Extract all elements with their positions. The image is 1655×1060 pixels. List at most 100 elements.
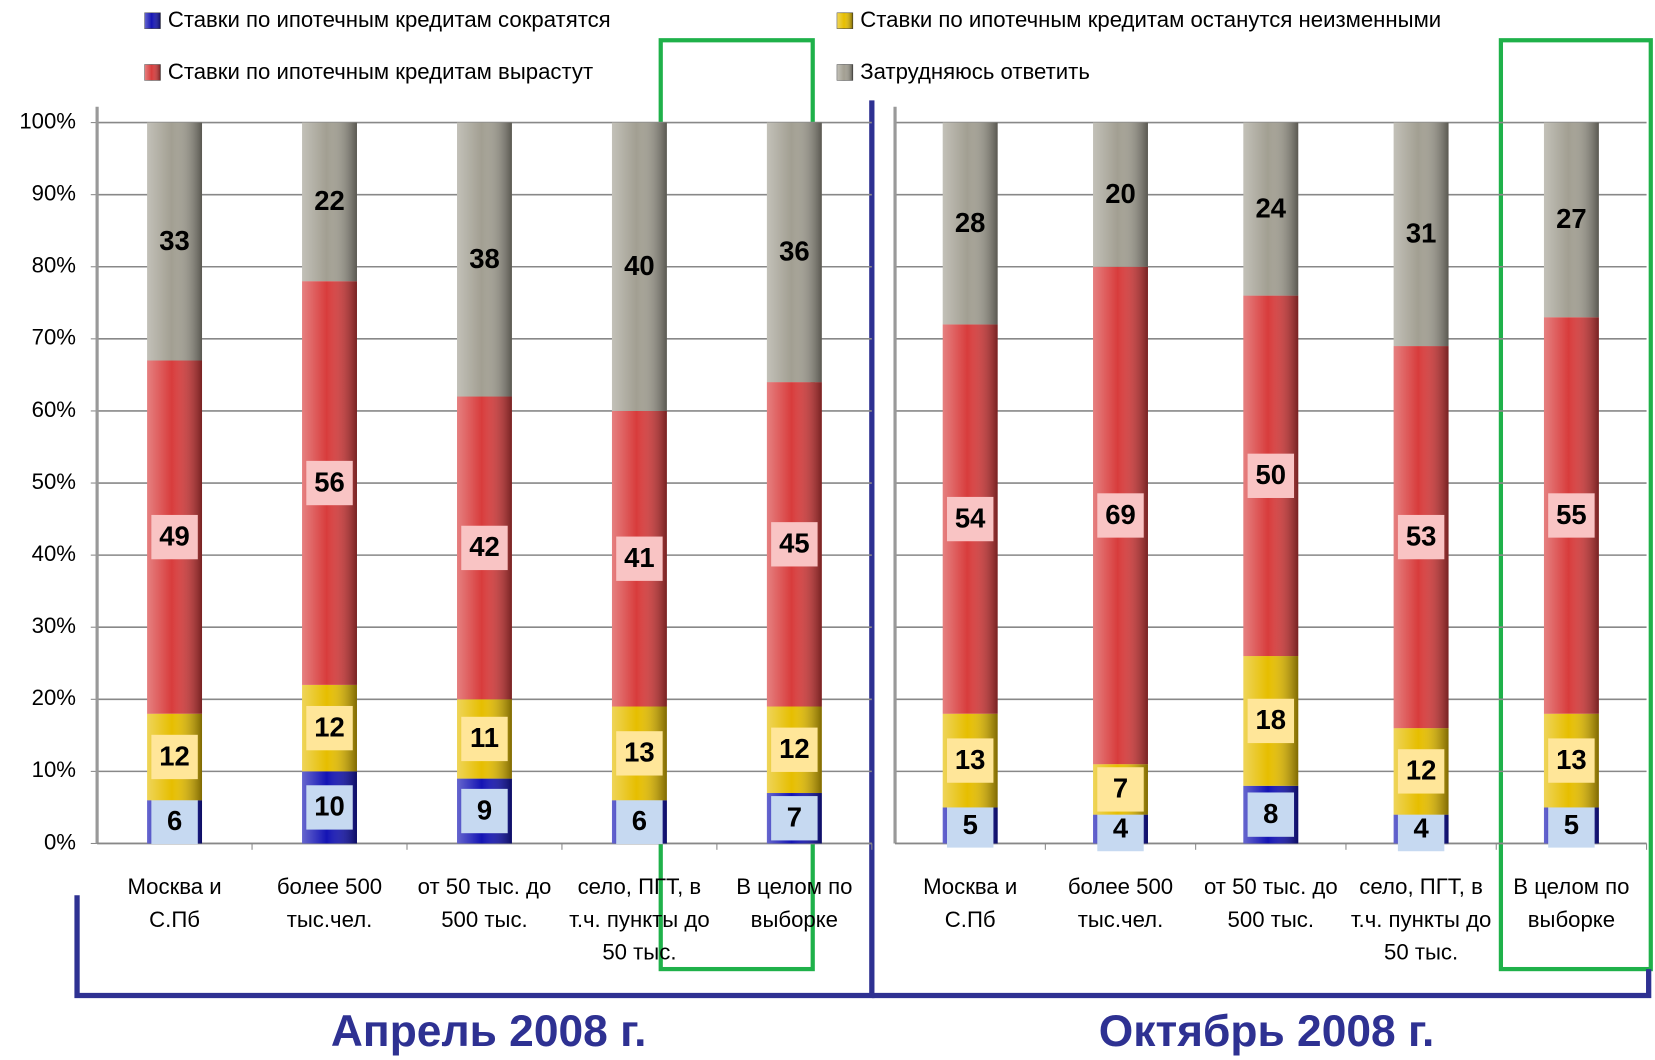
bar-shade <box>942 122 998 325</box>
y-tick-label: 90% <box>32 181 76 206</box>
data-label: 45 <box>779 528 810 559</box>
x-tick-label: В целом по выборке <box>1513 875 1630 933</box>
data-label: 11 <box>470 722 499 753</box>
data-label: 49 <box>159 520 190 551</box>
data-label-bg <box>306 460 353 506</box>
data-label-bg <box>1548 493 1595 538</box>
y-tick-label: 60% <box>32 397 76 422</box>
data-label-bg <box>151 799 198 845</box>
data-label: 12 <box>1406 755 1437 786</box>
data-label: 33 <box>159 225 190 256</box>
y-tick-label: 40% <box>32 541 76 566</box>
data-label: 38 <box>469 243 500 274</box>
data-label: 24 <box>1256 192 1287 223</box>
data-label-bg <box>1548 738 1595 783</box>
bracket <box>74 100 875 999</box>
data-label-bg <box>461 788 508 834</box>
x-tick-label: село, ПГТ, в т.ч. пункты до 50 тыс. <box>1350 875 1492 965</box>
data-label: 10 <box>314 791 345 822</box>
bar-shade <box>147 122 203 361</box>
data-label: 53 <box>1406 520 1437 551</box>
y-tick-label: 80% <box>32 253 76 278</box>
x-label-box: В целом по выборке <box>736 875 853 933</box>
x-label-box: от 50 тыс. до 500 тыс. <box>417 875 552 933</box>
data-label-bg <box>461 525 508 571</box>
x-label-box: Москва и С.Пб <box>923 875 1017 932</box>
bar-shade <box>611 122 667 411</box>
data-label-bg <box>306 705 353 751</box>
y-tick-label: 30% <box>32 613 76 638</box>
data-label: 5 <box>963 809 978 840</box>
data-label-bg <box>616 536 663 581</box>
data-label-bg <box>1247 453 1295 498</box>
data-label: 13 <box>1556 744 1587 775</box>
y-tick-label: 50% <box>32 469 76 494</box>
x-tick-label: В целом по выборке <box>736 875 853 933</box>
data-label: 42 <box>469 531 500 562</box>
x-label-box: более 500 тыс.чел. <box>276 875 383 933</box>
data-label-bg <box>1247 792 1295 837</box>
data-label: 13 <box>624 737 655 768</box>
data-label-bg <box>1097 493 1144 538</box>
data-label: 12 <box>779 733 810 764</box>
data-label-bg <box>1397 749 1445 794</box>
data-label-bg <box>461 716 508 762</box>
legend-label: Ставки по ипотечным кредитам сократятся <box>168 7 611 32</box>
y-tick-label: 0% <box>44 829 76 854</box>
x-tick-label: от 50 тыс. до 500 тыс. <box>1203 875 1338 933</box>
bar-shade <box>1243 122 1299 296</box>
legend-swatch-shade <box>144 64 161 81</box>
highlight-frame <box>1498 38 1653 972</box>
bar-shade <box>302 122 357 282</box>
y-tick-label: 100% <box>19 108 76 133</box>
data-label: 7 <box>1113 773 1128 804</box>
data-label: 54 <box>955 502 986 533</box>
data-label: 55 <box>1556 499 1587 530</box>
legend-swatch-shade <box>836 64 853 81</box>
data-label: 8 <box>1263 798 1278 829</box>
legend-label: Ставки по ипотечным кредитам вырастут <box>168 59 593 84</box>
data-label: 40 <box>624 250 655 281</box>
bar-shade <box>1393 122 1449 347</box>
bar-shade <box>1543 122 1599 318</box>
data-label: 22 <box>314 185 345 216</box>
bar-shade <box>457 122 512 397</box>
data-label: 4 <box>1113 812 1129 843</box>
x-tick-label: от 50 тыс. до 500 тыс. <box>417 875 552 933</box>
legend-swatch-shade <box>836 12 853 29</box>
data-label: 56 <box>314 466 345 497</box>
x-tick-label: более 500 тыс.чел. <box>276 875 383 933</box>
data-label: 50 <box>1256 459 1287 490</box>
data-label-bg <box>616 799 663 845</box>
data-label: 31 <box>1406 218 1437 249</box>
x-label-box: село, ПГТ, в т.ч. пункты до 50 тыс. <box>1350 875 1492 965</box>
x-tick-label: Москва и С.Пб <box>127 875 222 933</box>
data-label: 12 <box>314 711 345 742</box>
data-label-bg <box>946 738 994 783</box>
data-label: 36 <box>779 236 810 267</box>
data-label: 41 <box>624 542 655 573</box>
data-label: 5 <box>1564 809 1579 840</box>
x-label-box: село, ПГТ, в т.ч. пункты до 50 тыс. <box>569 875 709 965</box>
data-label-bg <box>616 731 663 776</box>
data-label: 28 <box>955 207 986 238</box>
data-label: 20 <box>1105 178 1136 209</box>
y-tick-label: 10% <box>32 757 76 782</box>
data-label: 27 <box>1556 203 1587 234</box>
legend-label: Ставки по ипотечным кредитам останутся н… <box>860 7 1441 32</box>
data-label: 4 <box>1413 812 1429 843</box>
data-label-bg <box>946 496 994 542</box>
data-label-bg <box>306 785 353 830</box>
x-tick-label: более 500 тыс.чел. <box>1067 875 1174 933</box>
data-label: 7 <box>787 802 802 833</box>
data-label-bg <box>771 727 818 772</box>
data-label-bg <box>1097 767 1144 812</box>
x-label-box: Москва и С.Пб <box>127 875 222 933</box>
x-label-box: от 50 тыс. до 500 тыс. <box>1203 875 1338 933</box>
data-label-bg <box>771 522 818 567</box>
data-label-bg <box>151 734 198 780</box>
x-label-box: В целом по выборке <box>1513 875 1630 933</box>
data-label: 13 <box>955 744 986 775</box>
data-label: 6 <box>632 805 647 836</box>
